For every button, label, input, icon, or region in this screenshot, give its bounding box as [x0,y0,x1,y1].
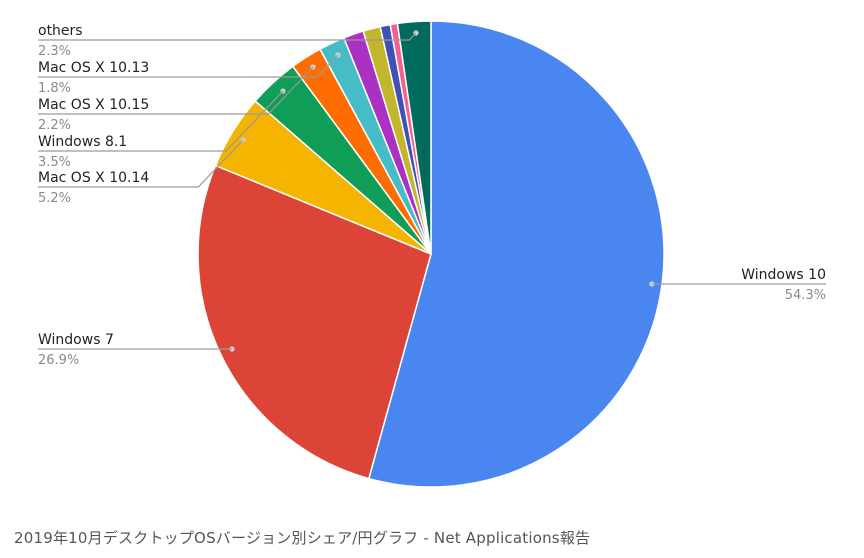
slice-windows-10 [367,20,665,488]
leader-line-others [38,32,417,41]
label-name-others: others [38,23,83,39]
leader-line-mac-os-x-10-13 [38,54,339,78]
label-name-windows-7: Windows 7 [38,332,114,348]
label-name-mac-os-x-10-13: Mac OS X 10.13 [38,60,149,76]
pie-labels: Windows 10 54.3% Windows 7 26.9% Mac OS X 10… [38,23,826,368]
chart-caption: 2019年10月デスクトップOSバージョン別シェア/円グラフ - Net App… [14,529,591,547]
pie-chart: Windows 10 54.3% Windows 7 26.9% Mac OS X 10… [38,20,826,488]
pie-chart-svg: Windows 10 54.3% Windows 7 26.9% Mac OS X 10… [38,20,826,488]
leader-line-mac-os-x-10-15 [38,66,314,115]
label-value-mac-os-x-10-13: 1.8% [38,81,71,96]
leader-line-windows-8-1 [38,90,284,152]
label-value-windows-8-1: 3.5% [38,155,71,170]
slice-windows-7 [197,164,432,480]
leader-line-mac-os-x-10-14 [38,139,244,188]
label-name-mac-os-x-10-15: Mac OS X 10.15 [38,97,149,113]
label-value-windows-10: 54.3% [785,288,826,303]
label-name-windows-10: Windows 10 [741,267,826,283]
label-value-mac-os-x-10-14: 5.2% [38,191,71,206]
label-name-mac-os-x-10-14: Mac OS X 10.14 [38,170,149,186]
slice-others [396,20,432,255]
label-name-windows-8-1: Windows 8.1 [38,134,127,150]
label-value-others: 2.3% [38,44,71,59]
pie-slices [197,20,665,488]
label-value-mac-os-x-10-15: 2.2% [38,118,71,133]
label-value-windows-7: 26.9% [38,353,79,368]
